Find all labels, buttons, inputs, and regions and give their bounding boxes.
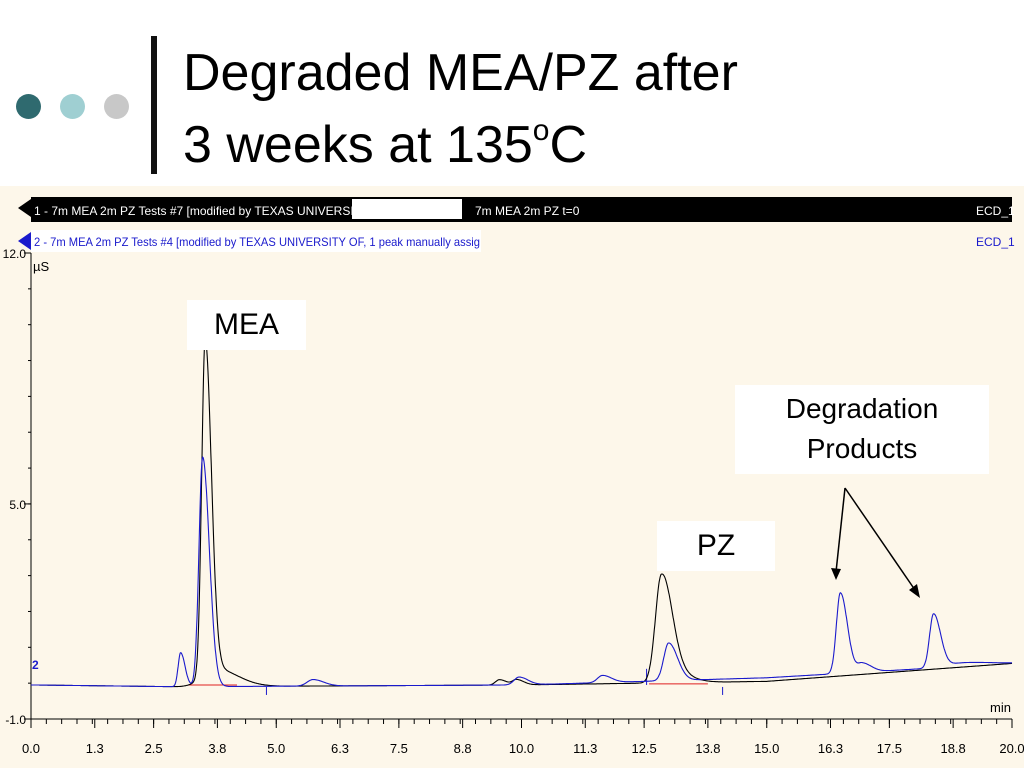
x-tick-label: 20.0: [999, 741, 1024, 756]
x-tick-label: 0.0: [22, 741, 40, 756]
degree-mark: o: [532, 114, 550, 147]
x-tick-label: 1.3: [86, 741, 104, 756]
title-line-2-unit: C: [549, 116, 588, 174]
chromatogram-panel: [0, 186, 1024, 768]
x-tick-label: 11.3: [573, 741, 597, 756]
header-row-2-right: ECD_1: [976, 235, 1015, 249]
plot-area: [30, 339, 1013, 695]
x-tick-label: 13.8: [695, 741, 720, 756]
x-tick-label: 12.5: [631, 741, 656, 756]
x-tick-label: 10.0: [509, 741, 534, 756]
x-tick-label: 15.0: [754, 741, 779, 756]
dot-light: [60, 94, 85, 119]
axes: 0.0 1.3 2.5 3.8 5.0 6.3 7.5 8.8 10.0 11.3 12.5 13.8…: [3, 247, 1024, 756]
x-tick-label: 6.3: [331, 741, 349, 756]
header-row-1-arrow-icon[interactable]: [18, 199, 31, 217]
x-tick-label: 17.5: [877, 741, 902, 756]
x-tick-label: 8.8: [454, 741, 472, 756]
trace-marker: 2: [32, 658, 39, 672]
header-row-1-center: 7m MEA 2m PZ t=0: [475, 204, 580, 218]
mea-label: MEA: [187, 300, 306, 350]
header-row-1-left: 1 - 7m MEA 2m PZ Tests #7 [modified by T…: [34, 204, 376, 218]
y-tick-label: 5.0: [9, 498, 26, 512]
title-line-2: 3 weeks at 135oC: [183, 102, 738, 174]
x-axis-label: min: [990, 700, 1011, 715]
y-axis-label: µS: [33, 259, 49, 274]
x-tick-label: 2.5: [145, 741, 163, 756]
dot-gray: [104, 94, 129, 119]
arrow-line-2: [844, 487, 916, 591]
slide-title: Degraded MEA/PZ after 3 weeks at 135oC: [183, 44, 738, 174]
dot-dark: [16, 94, 41, 119]
title-divider: [151, 36, 157, 174]
header-row-1-bg: [31, 197, 1012, 222]
header-row-2-bg: [31, 230, 481, 252]
annotation-arrows: [831, 487, 920, 598]
y-tick-label: -1.0: [5, 713, 26, 727]
series-line-1: [30, 339, 1013, 688]
x-tick-label: 7.5: [390, 741, 408, 756]
title-line-2-text: 3 weeks at 135: [183, 116, 533, 174]
y-tick-label: 12.0: [3, 247, 27, 261]
arrow-line-1: [835, 487, 846, 573]
header-row-1-right: ECD_1: [976, 204, 1015, 218]
x-tick-label: 3.8: [208, 741, 226, 756]
x-tick-label: 18.8: [940, 741, 965, 756]
x-tick-label: 16.3: [818, 741, 843, 756]
degradation-products-label: Degradation Products: [735, 385, 989, 474]
x-tick-label: 5.0: [267, 741, 285, 756]
header-row-2-arrow-icon[interactable]: [18, 232, 31, 250]
pz-label: PZ: [657, 521, 775, 571]
header-row-2-left: 2 - 7m MEA 2m PZ Tests #4 [modified by T…: [34, 235, 480, 249]
series-line-2: [30, 456, 1012, 688]
arrowhead-2-icon: [909, 584, 920, 598]
header-row-1-gap: [352, 199, 462, 219]
title-line-1: Degraded MEA/PZ after: [183, 44, 738, 102]
arrowhead-1-icon: [831, 568, 841, 580]
